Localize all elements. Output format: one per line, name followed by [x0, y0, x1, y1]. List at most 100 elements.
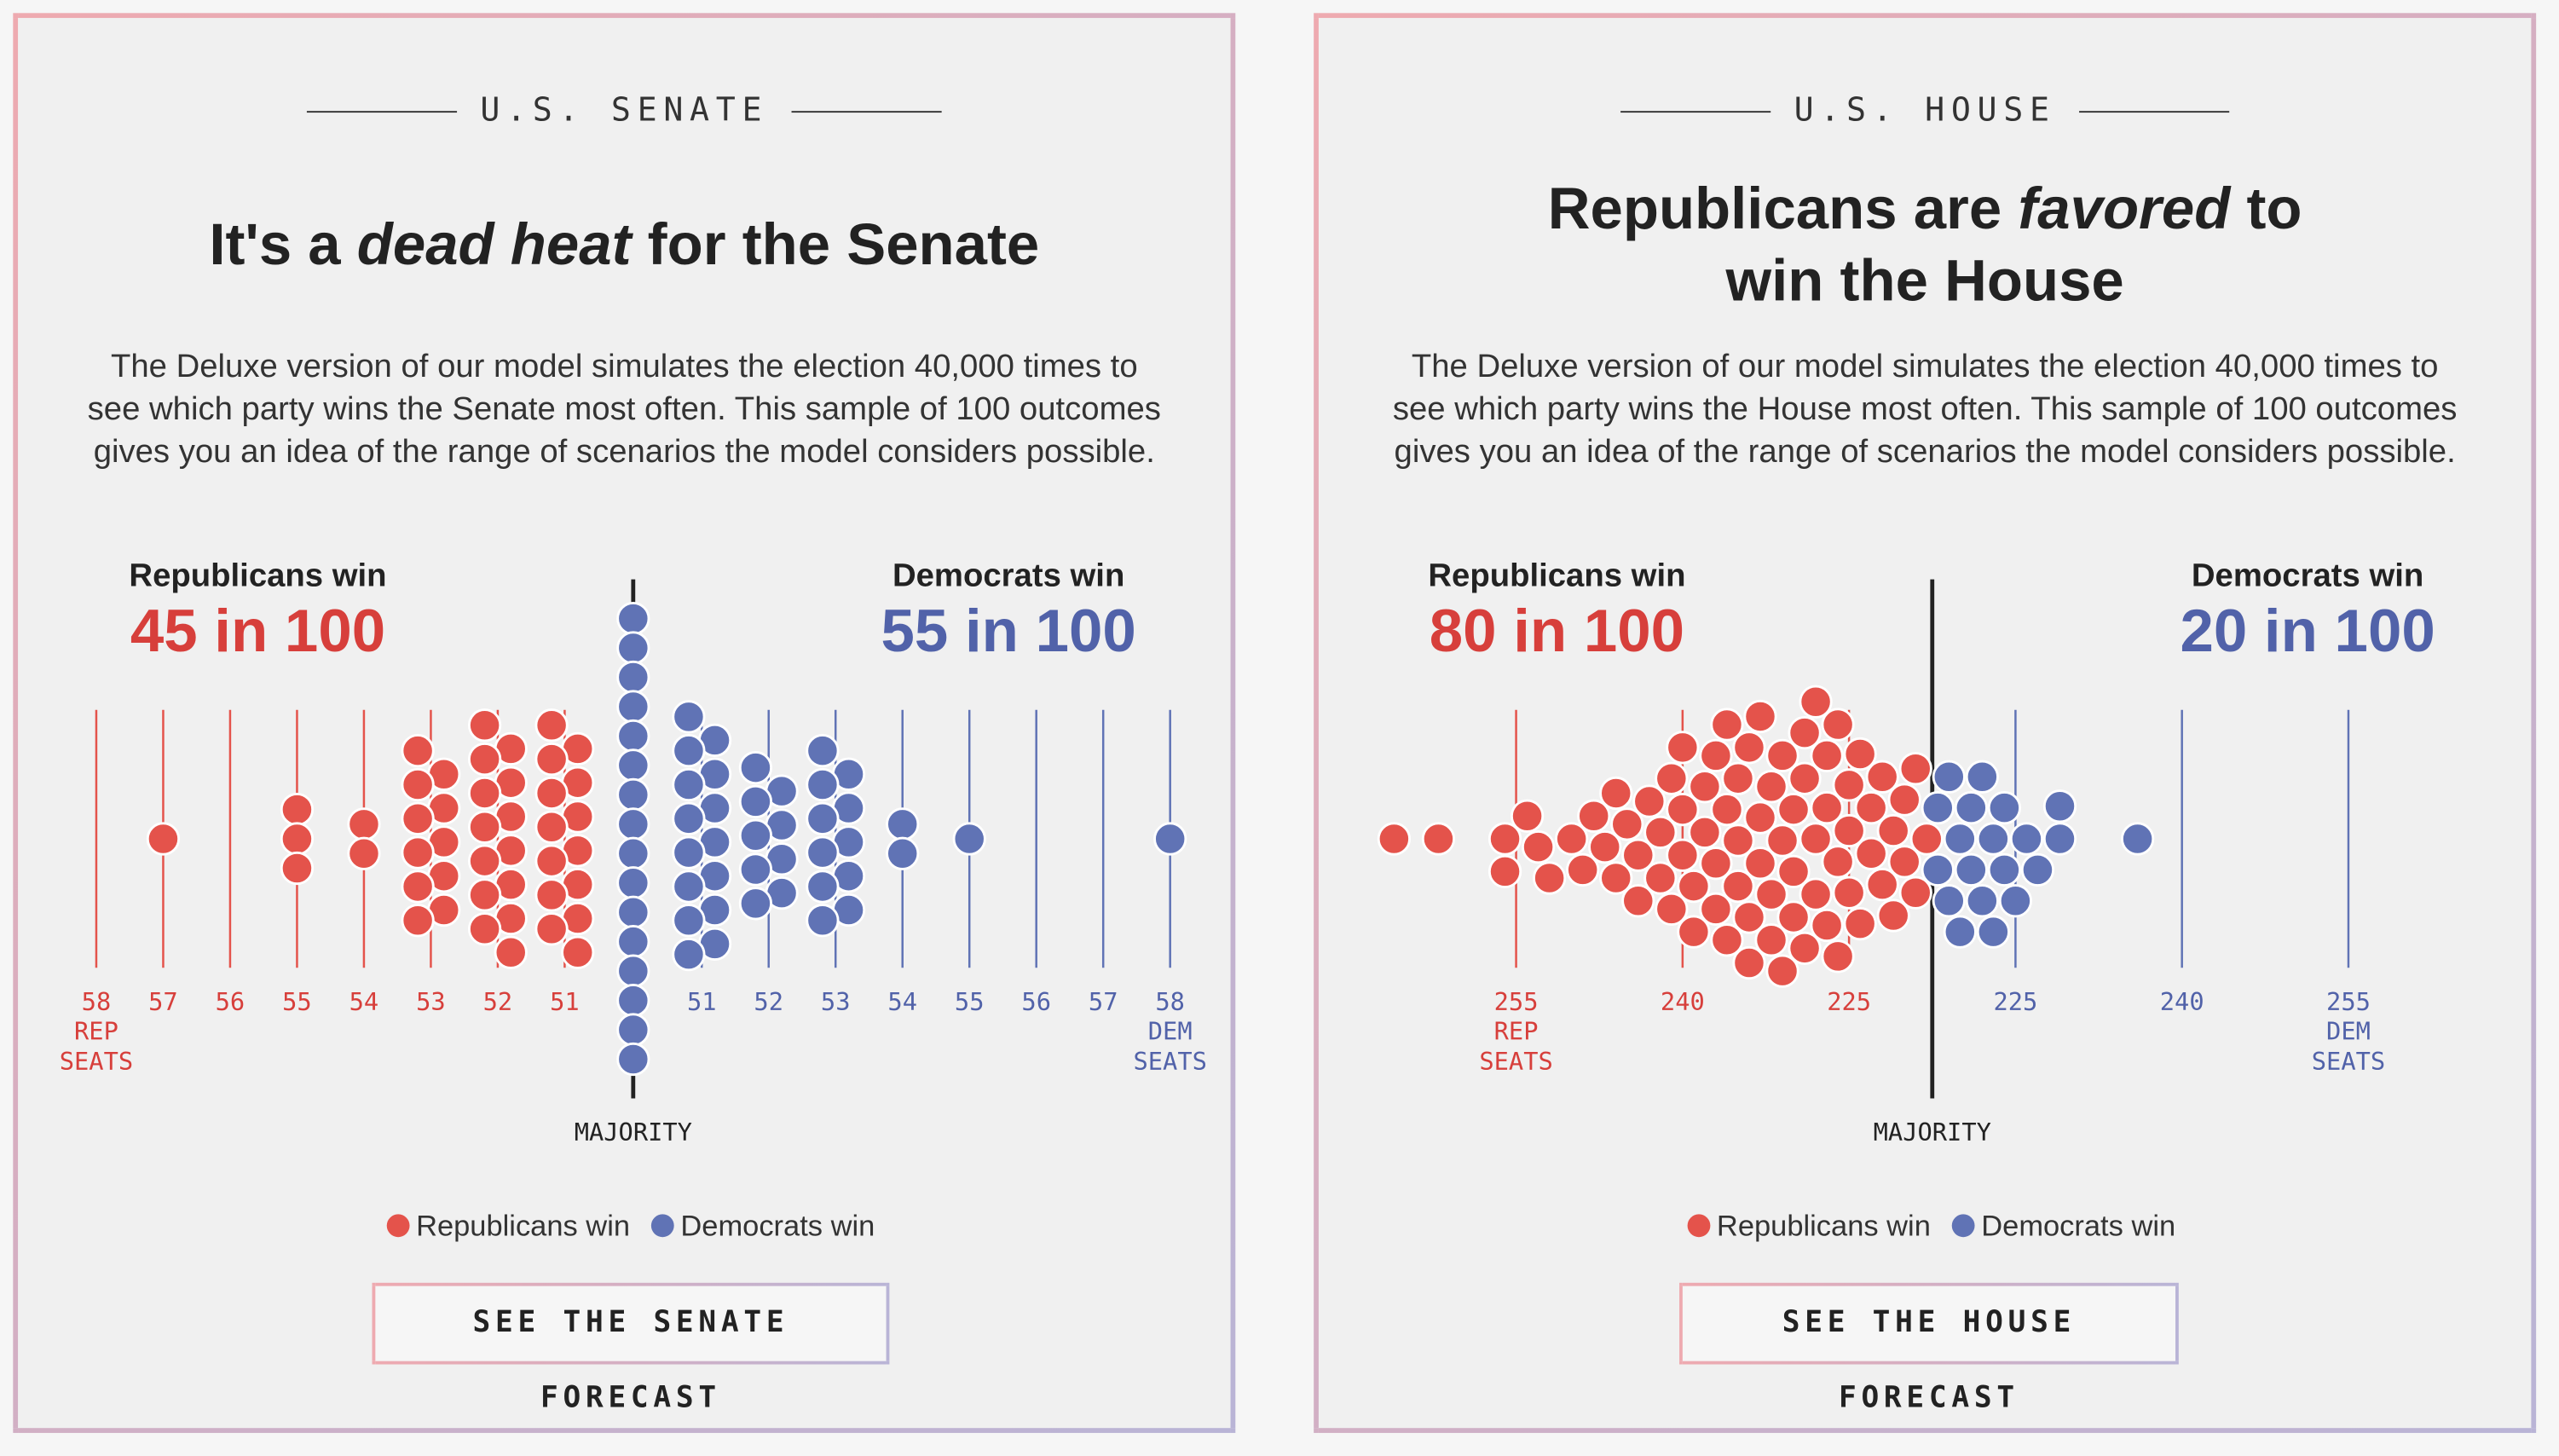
rep-tick-label: 57 [148, 987, 178, 1016]
dem-outcome-dot [1987, 791, 2022, 825]
rep-outcome-dot [534, 810, 569, 844]
rep-outcome-dot [1821, 708, 1855, 742]
dem-label: Democrats win [892, 558, 1125, 594]
dem-legend-swatch [1951, 1214, 1975, 1238]
rep-outcome-dot [1887, 845, 1921, 879]
dem-outcome-dot [672, 700, 706, 734]
dem-outcome-dot [806, 734, 840, 768]
rep-outcome-dot [1566, 852, 1600, 887]
rep-outcome-dot [1599, 861, 1633, 895]
rep-legend-swatch [1687, 1214, 1711, 1238]
rep-outcome-dot [1588, 830, 1622, 864]
rep-outcome-dot [1710, 708, 1744, 742]
rep-outcome-dot [561, 935, 595, 969]
see-senate-forecast-button[interactable]: SEE THE SENATE FORECAST [372, 1282, 890, 1415]
rep-outcome-dot [1688, 770, 1722, 804]
rep-outcome-dot [1688, 815, 1722, 850]
dem-outcome-dot [952, 822, 986, 856]
rep-tick-label: 255 [1494, 987, 1539, 1016]
dem-tick-label: 58 [1155, 987, 1185, 1016]
dem-outcome-dot [1987, 852, 2022, 887]
house-dem-summary: Democrats win 20 in 100 [2095, 558, 2520, 667]
rep-outcome-dot [280, 792, 315, 827]
rep-outcome-dot [1599, 776, 1633, 811]
rep-outcome-dot [534, 708, 569, 742]
rep-outcome-dot [1765, 823, 1799, 858]
rep-tick-label: 52 [483, 987, 513, 1016]
dem-outcome-dot [806, 835, 840, 870]
dem-outcome-dot [1998, 884, 2033, 918]
dem-outcome-dot [616, 719, 650, 754]
dem-axis-label: DEM [2326, 1017, 2371, 1046]
rep-outcome-dot [1710, 792, 1744, 827]
rep-outcome-dot [1821, 939, 1855, 974]
rep-outcome-dot [146, 822, 181, 856]
dem-outcome-dot [2042, 822, 2077, 856]
rep-tick-label: 55 [282, 987, 312, 1016]
rep-outcome-dot [467, 844, 502, 878]
rep-outcome-dot [1799, 685, 1833, 719]
rep-outcome-dot [1832, 813, 1866, 848]
rep-outcome-dot [1421, 822, 1456, 856]
rep-outcome-dot [467, 912, 502, 946]
rep-outcome-dot [1643, 861, 1678, 895]
rep-outcome-dot [1699, 846, 1733, 881]
dem-outcome-dot [738, 750, 773, 785]
rep-outcome-dot [401, 801, 435, 835]
dem-outcome-dot [1943, 822, 1977, 856]
dem-axis-label: DEM [1148, 1017, 1193, 1046]
rep-outcome-dot [1655, 761, 1689, 795]
rep-outcome-dot [1721, 869, 1755, 904]
rep-outcome-dot [1621, 838, 1655, 872]
rep-outcome-dot [1788, 931, 1822, 965]
dem-outcome-dot [1932, 884, 1966, 918]
rep-outcome-dot [534, 844, 569, 878]
rep-outcome-dot [401, 870, 435, 904]
dem-outcome-dot [1965, 884, 1999, 918]
dem-outcome-dot [616, 836, 650, 870]
dem-outcome-dot [616, 777, 650, 812]
rep-outcome-dot [1377, 822, 1411, 856]
majority-label: MAJORITY [575, 1118, 692, 1147]
rep-tick-label: 54 [349, 987, 379, 1016]
dem-tick-label: 57 [1089, 987, 1118, 1016]
house-card: U.S. HOUSE Republicans are favored to wi… [1314, 13, 2537, 1433]
dem-legend-swatch [650, 1214, 674, 1238]
dem-outcome-dot [1932, 760, 1966, 794]
dem-outcome-dot [1921, 791, 1955, 825]
rep-tick-label: 56 [216, 987, 246, 1016]
rep-outcome-dot [1776, 792, 1811, 827]
rep-axis-label: REP [1494, 1017, 1539, 1046]
dem-outcome-dot [1976, 915, 2010, 949]
rep-outcome-dot [1610, 807, 1644, 841]
rep-outcome-dot [280, 851, 315, 886]
dem-legend-label: Democrats win [1981, 1209, 2176, 1242]
dem-tick-label: 53 [821, 987, 851, 1016]
dem-outcome-dot [738, 818, 773, 852]
rep-outcome-dot [1887, 783, 1921, 817]
rep-outcome-dot [467, 776, 502, 811]
rep-outcome-dot [1898, 875, 1932, 910]
house-rep-summary: Republicans win 80 in 100 [1345, 558, 1770, 667]
dem-outcome-dot [616, 631, 650, 665]
rep-axis-label: SEATS [60, 1047, 133, 1076]
rep-outcome-dot [401, 904, 435, 938]
dem-outcome-dot [2020, 852, 2055, 887]
rep-tick-label: 51 [550, 987, 580, 1016]
rep-outcome-dot [1788, 761, 1822, 795]
dem-outcome-dot [616, 690, 650, 724]
rep-outcome-dot [347, 836, 381, 870]
rep-outcome-dot [1854, 791, 1888, 825]
see-house-forecast-button[interactable]: SEE THE HOUSE FORECAST [1679, 1282, 2179, 1415]
rep-outcome-dot [1810, 908, 1844, 943]
rep-label: Republicans win [1428, 558, 1686, 594]
dem-outcome-dot [616, 748, 650, 783]
dem-outcome-dot [806, 767, 840, 802]
rep-outcome-dot [1843, 737, 1877, 771]
dem-outcome-dot [806, 870, 840, 904]
rep-outcome-dot [1754, 923, 1788, 957]
dem-outcome-dot [616, 601, 650, 636]
dem-tick-label: 56 [1021, 987, 1051, 1016]
rep-outcome-dot [467, 708, 502, 742]
